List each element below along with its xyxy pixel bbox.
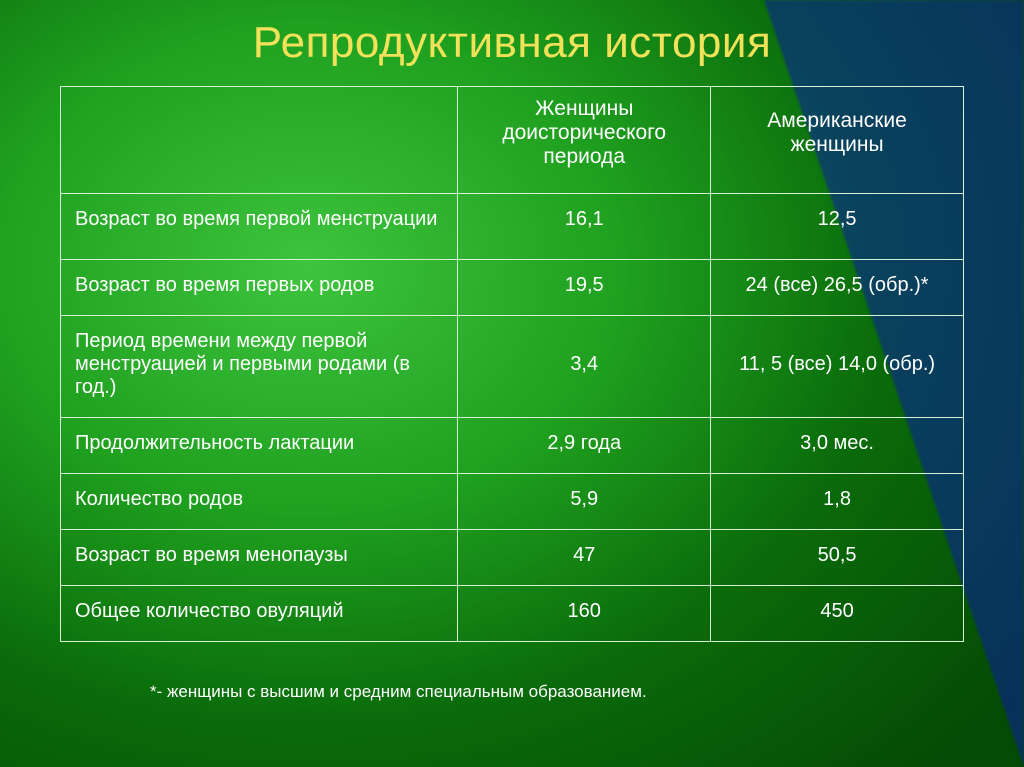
row-val-1: 2,9 года	[458, 418, 711, 474]
row-label: Общее количество овуляций	[61, 586, 458, 642]
table-row: Возраст во время менопаузы 47 50,5	[61, 530, 964, 586]
row-val-2: 11, 5 (все) 14,0 (обр.)	[711, 316, 964, 418]
header-empty	[61, 87, 458, 194]
table-row: Количество родов 5,9 1,8	[61, 474, 964, 530]
header-col-2: Американские женщины	[711, 87, 964, 194]
row-val-1: 16,1	[458, 194, 711, 260]
footnote: *- женщины с высшим и средним специальны…	[60, 682, 964, 702]
row-label: Период времени между первой менструацией…	[61, 316, 458, 418]
data-table: Женщины доисторического периода Американ…	[60, 86, 964, 642]
row-val-1: 5,9	[458, 474, 711, 530]
table-row: Возраст во время первой менструации 16,1…	[61, 194, 964, 260]
row-val-2: 12,5	[711, 194, 964, 260]
row-val-2: 50,5	[711, 530, 964, 586]
table-row: Период времени между первой менструацией…	[61, 316, 964, 418]
header-col-1: Женщины доисторического периода	[458, 87, 711, 194]
row-val-1: 160	[458, 586, 711, 642]
table-header-row: Женщины доисторического периода Американ…	[61, 87, 964, 194]
row-label: Количество родов	[61, 474, 458, 530]
row-val-2: 24 (все) 26,5 (обр.)*	[711, 260, 964, 316]
row-label: Продолжительность лактации	[61, 418, 458, 474]
table-row: Общее количество овуляций 160 450	[61, 586, 964, 642]
row-val-2: 1,8	[711, 474, 964, 530]
row-label: Возраст во время менопаузы	[61, 530, 458, 586]
row-val-2: 3,0 мес.	[711, 418, 964, 474]
row-label: Возраст во время первой менструации	[61, 194, 458, 260]
table-row: Возраст во время первых родов 19,5 24 (в…	[61, 260, 964, 316]
table-row: Продолжительность лактации 2,9 года 3,0 …	[61, 418, 964, 474]
row-label: Возраст во время первых родов	[61, 260, 458, 316]
row-val-1: 47	[458, 530, 711, 586]
row-val-2: 450	[711, 586, 964, 642]
slide: Репродуктивная история Женщины доисторич…	[0, 0, 1024, 767]
row-val-1: 19,5	[458, 260, 711, 316]
row-val-1: 3,4	[458, 316, 711, 418]
slide-title: Репродуктивная история	[60, 18, 964, 68]
